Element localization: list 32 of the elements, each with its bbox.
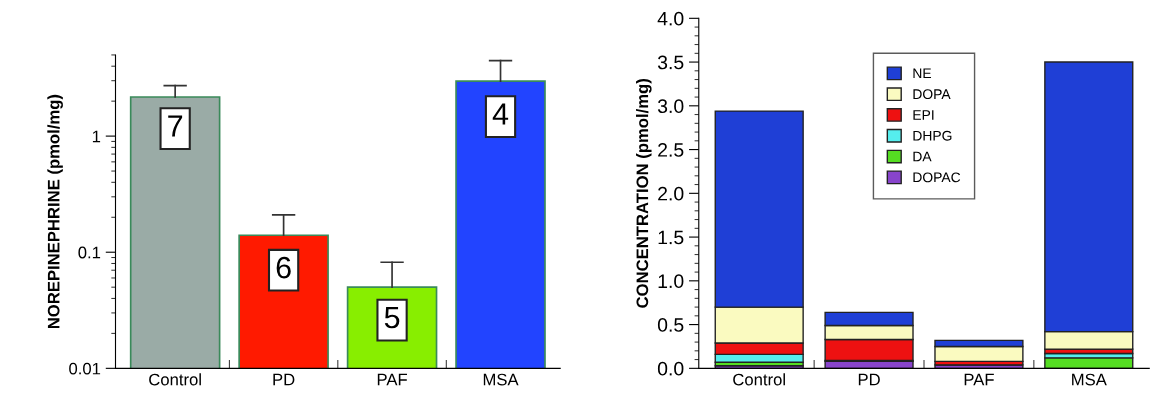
y-tick-label: 0.01: [69, 362, 101, 375]
legend-label: DHPG: [913, 130, 952, 141]
legend-label: DOPA: [913, 89, 951, 100]
legend-label: NE: [913, 68, 932, 79]
y-tick-label: 0.5: [657, 318, 684, 332]
x-tick-label: PD: [273, 373, 295, 386]
x-tick-label: PAF: [964, 373, 994, 386]
x-tick-label: MSA: [1072, 373, 1107, 386]
y-tick-label: 0.1: [78, 246, 101, 259]
annotation: 6: [276, 256, 291, 279]
y-tick-label: 2.0: [658, 186, 684, 201]
x-tick-label: Control: [149, 373, 201, 386]
y-tick-label: 1.0: [658, 274, 684, 289]
y-tick-label: 4.0: [657, 11, 684, 26]
legend-label: EPI: [913, 110, 934, 120]
x-tick-label: PAF: [377, 373, 407, 386]
x-tick-label: PD: [858, 373, 880, 386]
y-tick-label: 1.5: [658, 230, 684, 245]
y-tick-label: 1: [92, 130, 101, 143]
y-tick-label: 2.5: [658, 143, 684, 157]
legend-label: DOPAC: [913, 172, 961, 183]
annotation: 4: [492, 103, 509, 125]
annotation: 7: [168, 115, 183, 137]
y-axis-title: CONCENTRATION (pmol/mg): [636, 79, 652, 308]
y-tick-label: 3.5: [657, 55, 684, 70]
x-tick-label: Control: [733, 373, 785, 386]
annotation: 5: [384, 307, 400, 329]
y-tick-label: 0.0: [657, 361, 684, 376]
x-tick-label: MSA: [483, 373, 519, 386]
y-tick-label: 3.0: [657, 99, 684, 114]
y-axis-title: NOREPINEPHRINE (pmol/mg): [47, 94, 63, 329]
legend-label: DA: [913, 151, 932, 162]
